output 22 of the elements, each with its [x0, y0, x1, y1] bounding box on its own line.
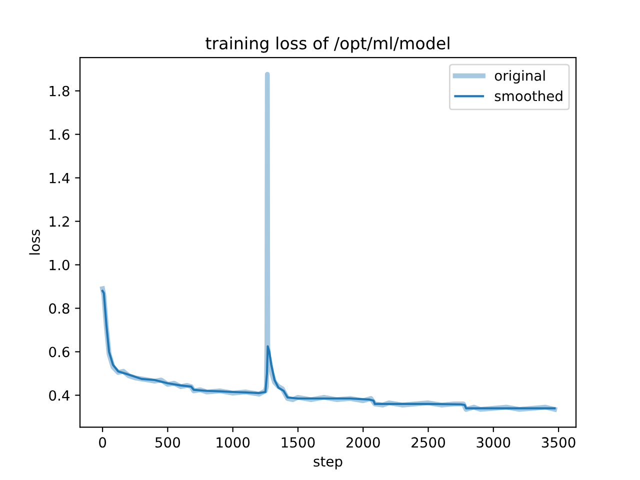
- x-tick-label: 2500: [412, 437, 446, 448]
- x-tick-label: 500: [156, 437, 180, 448]
- y-tick-label: 0.4: [49, 390, 70, 401]
- x-tick-label: 1500: [282, 437, 315, 448]
- y-axis-title: loss: [29, 230, 40, 255]
- y-tick-label: 1.0: [50, 260, 70, 270]
- line-series: [101, 290, 556, 410]
- y-tick-label: 1.8: [50, 86, 70, 96]
- legend-label: original: [494, 70, 545, 84]
- x-axis-title: step: [314, 456, 342, 470]
- x-tick-label: 1000: [216, 437, 250, 448]
- x-tick-label: 3000: [476, 437, 510, 448]
- y-tick-label: 0.8: [49, 303, 70, 314]
- x-tick-label: 3500: [542, 437, 576, 448]
- x-tick-label: 0: [99, 437, 106, 448]
- chart-title: training loss of /opt/ml/model: [206, 36, 450, 53]
- y-tick-label: 1.6: [50, 129, 70, 140]
- legend-label: smoothed: [494, 90, 562, 102]
- y-tick-label: 0.6: [49, 346, 70, 358]
- y-tick-label: 1.4: [50, 172, 70, 184]
- y-tick-label: 1.2: [50, 216, 69, 227]
- x-tick-label: 2000: [346, 437, 380, 448]
